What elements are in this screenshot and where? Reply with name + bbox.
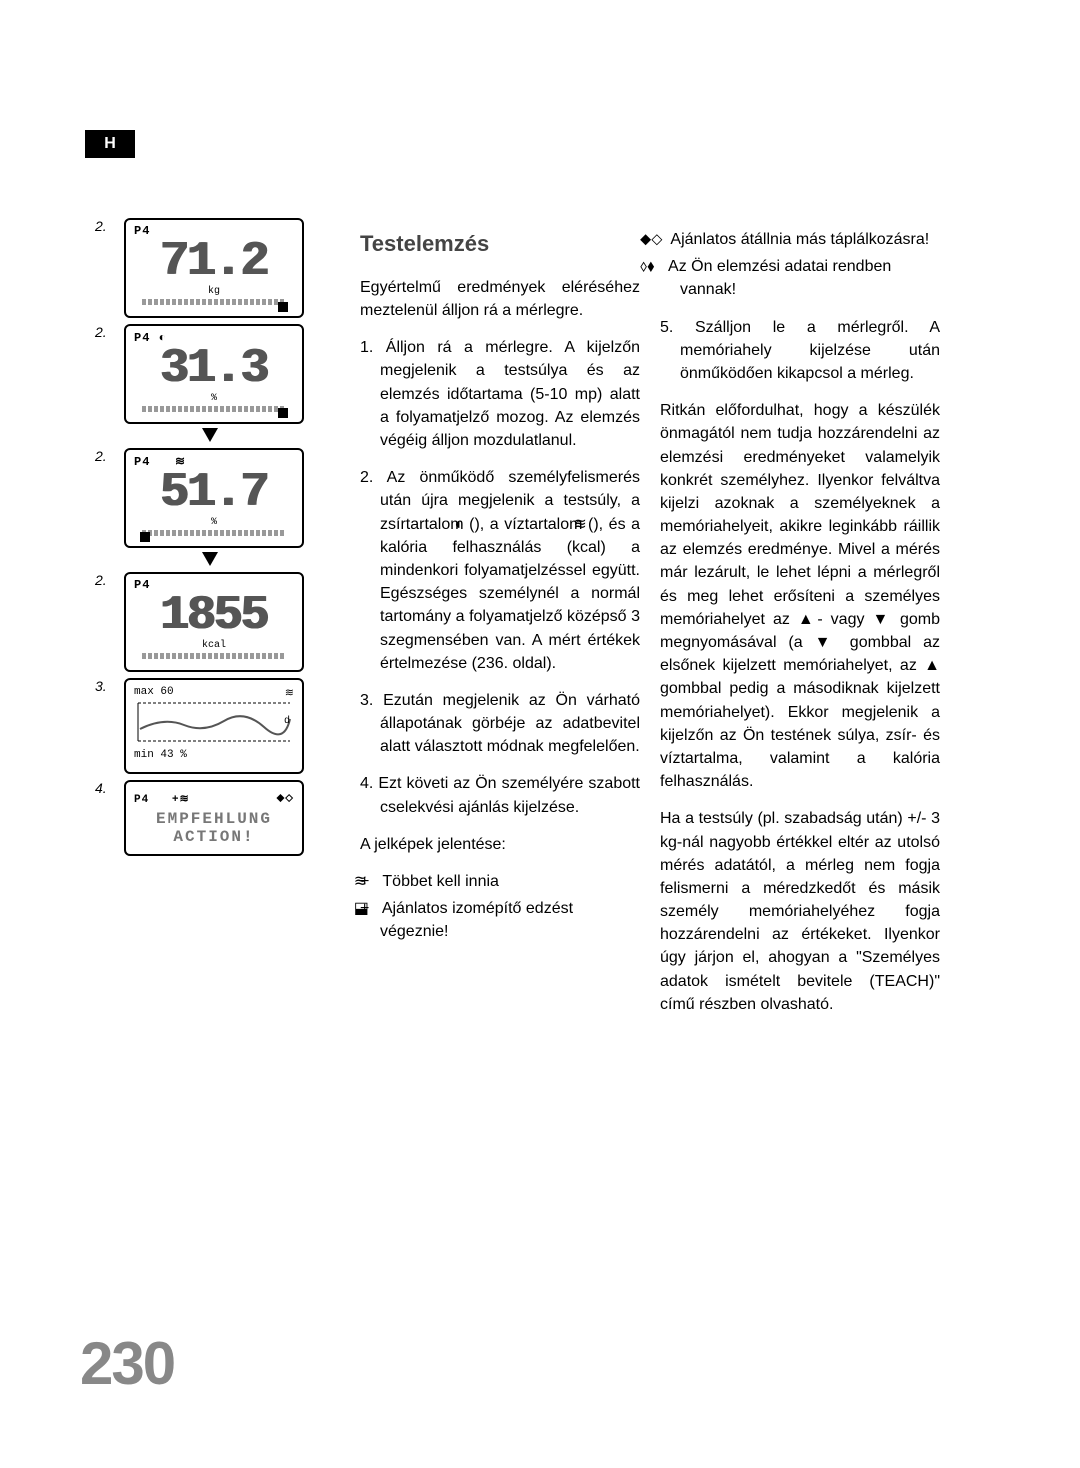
text-column-left: Testelemzés Egyértelmű eredmények elérés… (360, 228, 640, 948)
weight-value: 71.2 (134, 238, 294, 286)
kcal-unit: kcal (134, 640, 294, 651)
food-icon: ⬥⬦ (277, 792, 294, 805)
memory-slot-label: P4 (134, 455, 150, 469)
graph-d-label: d (284, 715, 290, 727)
memory-slot-label: P4 (134, 794, 149, 806)
step-3: 3. Ezután megjelenik az Ön várható állap… (360, 689, 640, 759)
display-step-number: 2. (95, 324, 107, 340)
display-recommendation: 4. P4 +≋ ⬥⬦ EMPFEHLUNG ACTION! (110, 780, 310, 856)
display-step-number: 2. (95, 218, 107, 234)
legend-muscle-training: + ⬓ Ajánlatos izomépítő edzést végeznie! (380, 897, 640, 943)
step-2: 2. Az önműködő személyfelismerés után új… (360, 466, 640, 675)
legend-drink-more: + ≋ Többet kell innia (380, 870, 640, 893)
recommendation-line2: ACTION! (134, 828, 294, 846)
water-value: 51.7 (134, 469, 294, 517)
weight-unit: kg (134, 286, 294, 297)
water-unit: % (134, 517, 294, 528)
arrow-down-icon (202, 428, 218, 442)
language-tab: H (85, 130, 135, 158)
graph-max-label: max 60 (134, 686, 174, 699)
note-paragraph-2: Ha a testsúly (pl. szabadság után) +/- 3… (660, 807, 940, 1016)
note-paragraph-1: Ritkán előfordulhat, hogy a készülék önm… (660, 399, 940, 793)
text-column-right: ⬥⬦ Ajánlatos átállnia más táplálkozásra!… (660, 228, 940, 1030)
display-step-number: 3. (95, 678, 107, 694)
page-number: 230 (80, 1329, 174, 1398)
memory-slot-label: P4 (134, 331, 150, 345)
display-step-number: 2. (95, 448, 107, 464)
fat-value: 31.3 (134, 345, 294, 393)
section-title: Testelemzés (360, 228, 640, 260)
display-step-number: 4. (95, 780, 107, 796)
display-weight: 2. P4 71.2 kg (110, 218, 310, 318)
display-water: 2. P4 ≋ 51.7 % (110, 448, 310, 566)
legend-all-ok: ⬨⬧ Az Ön elemzési adatai rendben vannak! (680, 255, 940, 301)
trend-curve: d (134, 699, 294, 745)
arrow-down-icon (202, 552, 218, 566)
step-4: 4. Ezt követi az Ön személyére szabott c… (360, 772, 640, 818)
display-illustrations: 2. P4 71.2 kg 2. P4 ◐ 31.3 % 2. (110, 218, 310, 862)
display-kcal: 2. P4 1855 kcal (110, 572, 310, 672)
fat-unit: % (134, 393, 294, 404)
legend-change-diet: ⬥⬦ Ajánlatos átállnia más táplálkozásra! (680, 228, 940, 251)
kcal-value: 1855 (134, 592, 294, 640)
recommendation-line1: EMPFEHLUNG (134, 810, 294, 828)
food-icon: ⬥⬦ (660, 228, 662, 251)
step-5: 5. Szálljon le a mérlegről. A memóriahel… (660, 316, 940, 386)
legend-title: A jelképek jelentése: (360, 833, 640, 856)
display-trend-graph: 3. max 60 ≋ d min 43 % (110, 678, 310, 774)
water-plus-icon: +≋ (172, 792, 190, 805)
display-step-number: 2. (95, 572, 107, 588)
display-fat: 2. P4 ◐ 31.3 % (110, 324, 310, 442)
water-icon: ≋ (285, 686, 294, 699)
intro-paragraph: Egyértelmű eredmények eléréséhez meztele… (360, 276, 640, 322)
step-1: 1. Álljon rá a mérlegre. A kijelzőn megj… (360, 336, 640, 452)
graph-min-label: min 43 % (134, 749, 294, 761)
